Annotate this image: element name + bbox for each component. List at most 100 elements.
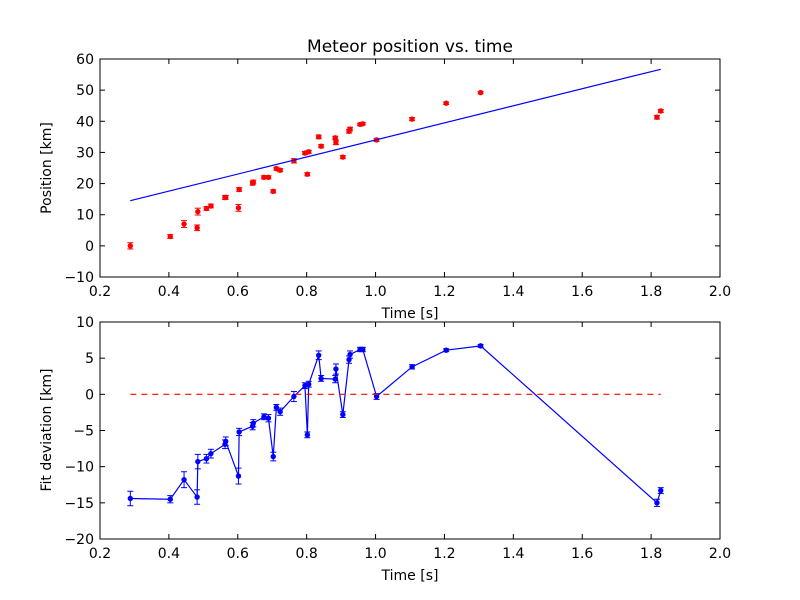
data-point	[265, 414, 272, 423]
marker	[347, 126, 353, 132]
data-point	[653, 498, 660, 507]
x-tick-label: 1.4	[502, 284, 524, 300]
data-point	[277, 407, 284, 416]
x-tick-label: 1.6	[571, 284, 593, 300]
data-point	[657, 487, 664, 494]
y-axis-label: Fit deviation [km]	[39, 368, 55, 491]
marker	[277, 408, 283, 415]
x-tick-label: 1.4	[502, 546, 524, 562]
data-point	[332, 139, 339, 146]
marker	[127, 495, 134, 502]
data-point	[235, 203, 242, 212]
marker	[443, 100, 449, 106]
marker	[318, 143, 324, 149]
marker	[333, 366, 339, 372]
marker	[223, 438, 229, 445]
y-tick-label: 5	[85, 351, 94, 367]
marker	[332, 376, 338, 382]
data-point	[250, 179, 257, 185]
marker	[304, 171, 311, 177]
marker	[208, 203, 214, 209]
marker	[340, 411, 346, 418]
marker	[443, 347, 449, 353]
data-point	[305, 380, 312, 388]
marker	[250, 179, 256, 185]
marker	[265, 174, 272, 181]
data-point	[260, 413, 267, 421]
data-point	[332, 135, 339, 141]
marker	[208, 450, 214, 457]
x-tick-label: 0.2	[89, 546, 111, 562]
data-point	[270, 451, 277, 462]
y-tick-label: −10	[64, 460, 94, 476]
marker	[181, 221, 187, 227]
x-axis-label: Time [s]	[381, 306, 439, 322]
data-point	[181, 471, 188, 489]
y-tick-label: 10	[76, 315, 94, 331]
marker	[360, 346, 366, 353]
data-point	[236, 427, 243, 437]
marker	[332, 135, 338, 141]
marker	[265, 415, 272, 421]
y-tick-label: −5	[73, 424, 94, 440]
x-tick-label: 1.8	[640, 546, 662, 562]
data-point	[347, 126, 354, 132]
data-point	[409, 116, 416, 122]
data-point	[265, 174, 272, 181]
x-tick-label: 0.4	[158, 546, 180, 562]
marker	[235, 473, 242, 479]
data-point	[443, 347, 450, 353]
x-tick-label: 1.6	[571, 546, 593, 562]
marker	[654, 500, 660, 506]
x-tick-label: 1.0	[364, 546, 386, 562]
marker	[409, 116, 415, 122]
data-point	[222, 436, 229, 447]
marker	[306, 149, 312, 155]
data-point	[194, 224, 201, 232]
data-point	[359, 346, 366, 353]
data-point	[305, 149, 312, 155]
marker	[194, 494, 200, 500]
x-axis-label: Time [s]	[381, 568, 439, 584]
marker	[195, 458, 201, 465]
y-tick-label: 0	[85, 239, 94, 255]
marker	[347, 351, 353, 358]
x-tick-label: 0.2	[89, 284, 111, 300]
x-tick-label: 1.0	[364, 284, 386, 300]
data-point	[339, 154, 346, 160]
chart-title: Meteor position vs. time	[307, 37, 513, 57]
marker	[304, 432, 311, 438]
marker	[654, 114, 660, 120]
y-tick-label: −15	[64, 496, 94, 512]
data-point	[194, 453, 201, 470]
data-point	[167, 495, 174, 504]
data-point	[194, 489, 201, 505]
data-point	[315, 134, 322, 140]
data-point	[657, 108, 664, 114]
marker	[477, 89, 484, 96]
marker	[409, 364, 415, 370]
data-point	[127, 242, 134, 250]
data-point	[167, 233, 174, 240]
marker	[373, 393, 380, 400]
marker	[194, 225, 200, 231]
data-point	[409, 364, 416, 370]
y-tick-label: −20	[64, 532, 94, 548]
x-tick-label: 2.0	[709, 546, 731, 562]
data-point	[207, 448, 214, 459]
marker	[273, 404, 280, 411]
marker	[270, 453, 276, 460]
marker	[316, 352, 322, 358]
data-point	[207, 203, 214, 209]
x-tick-label: 0.8	[296, 284, 318, 300]
x-tick-label: 0.6	[227, 284, 249, 300]
marker	[316, 134, 322, 140]
y-tick-label: −10	[64, 270, 94, 286]
marker	[127, 243, 134, 249]
x-tick-label: 1.2	[433, 284, 455, 300]
data-point	[359, 121, 366, 127]
marker	[250, 420, 256, 426]
position-panel: Meteor position vs. time Time [s] Positi…	[39, 37, 731, 322]
fit-line	[130, 68, 661, 202]
